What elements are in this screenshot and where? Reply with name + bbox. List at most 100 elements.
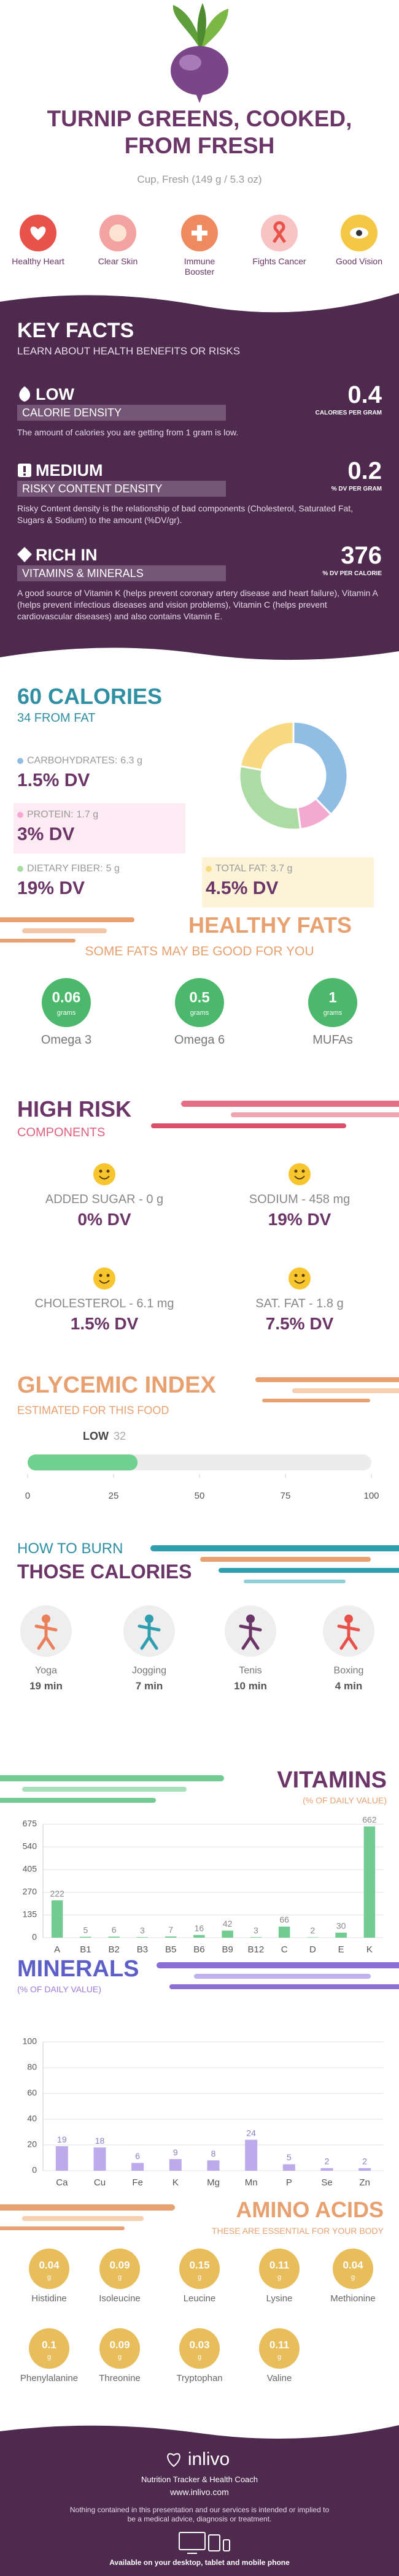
fact-level: MEDIUM xyxy=(36,461,103,480)
legend-entry: DIETARY FIBER: 5 g xyxy=(27,863,193,874)
bar xyxy=(245,2139,258,2171)
section-title: HIGH RISK xyxy=(17,1096,132,1122)
bar-value-label: 2 xyxy=(310,1925,315,1935)
risk-label: SAT. FAT - 1.8 g xyxy=(255,1297,344,1310)
y-tick-label: 135 xyxy=(23,1909,37,1919)
y-tick-label: 100 xyxy=(23,2036,37,2046)
bar-value-label: 16 xyxy=(195,1923,204,1933)
bar xyxy=(320,2168,333,2171)
fat-unit: grams xyxy=(323,1009,343,1017)
fat-unit: grams xyxy=(190,1009,209,1017)
amino-value: 0.1 xyxy=(42,2339,56,2350)
figure-head xyxy=(246,1615,255,1623)
smiley-icon xyxy=(93,1267,115,1290)
bar-value-label: 5 xyxy=(287,2152,292,2162)
bar xyxy=(193,1935,205,1938)
fat-badge xyxy=(308,978,357,1027)
smiley-icon xyxy=(289,1267,311,1290)
bar-value-label: 18 xyxy=(95,2136,105,2146)
x-tick-label: C xyxy=(281,1944,288,1955)
x-tick-label: B1 xyxy=(80,1944,91,1955)
bar xyxy=(55,2146,68,2171)
fact-label: RISKY CONTENT DENSITY xyxy=(22,483,163,495)
figure-body xyxy=(34,1622,58,1650)
benefit-label: Clear Skin xyxy=(98,256,138,266)
risk-label: ADDED SUGAR - 0 g xyxy=(45,1193,164,1206)
amino-badge xyxy=(179,2328,220,2369)
x-tick-label: E xyxy=(338,1944,344,1955)
smiley-icon xyxy=(93,1163,115,1185)
fact-value: 0.2 xyxy=(347,457,382,484)
bar-value-label: 3 xyxy=(140,1925,145,1935)
amino-badge xyxy=(99,2249,140,2289)
plus-glyph xyxy=(192,231,207,235)
x-tick-label: Mg xyxy=(207,2177,220,2188)
bar xyxy=(335,1932,347,1938)
bar xyxy=(131,2163,144,2171)
fact-level: RICH IN xyxy=(36,546,98,564)
activity-time: 19 min xyxy=(29,1680,63,1692)
x-tick-label: Se xyxy=(321,2177,332,2188)
x-tick-label: B5 xyxy=(165,1944,176,1955)
section-title: HEALTHY FATS xyxy=(188,912,352,938)
smiley-eye xyxy=(106,1169,110,1173)
legend-value: 3.7 g xyxy=(270,863,293,874)
bar xyxy=(207,2160,220,2171)
serving-size: Cup, Fresh (149 g / 5.3 oz) xyxy=(137,174,262,185)
y-tick-label: 405 xyxy=(23,1864,37,1874)
section-subtitle: 34 FROM FAT xyxy=(17,711,96,725)
risk-daily-value: 7.5% DV xyxy=(265,1314,334,1333)
amino-unit: g xyxy=(277,2274,281,2281)
legend-value: 5 g xyxy=(106,863,120,874)
legend-dot xyxy=(17,866,23,872)
legend-dot xyxy=(206,866,212,872)
legend-label: PROTEIN: xyxy=(27,809,74,820)
smiley-mouth xyxy=(294,1175,305,1180)
bar-value-label: 9 xyxy=(173,2147,178,2157)
decorative-strokes xyxy=(0,917,399,2230)
amino-badge xyxy=(179,2249,220,2289)
amino-unit: g xyxy=(277,2353,281,2361)
bar xyxy=(358,2168,371,2171)
amino-unit: g xyxy=(198,2353,201,2361)
legend-label: TOTAL FAT: xyxy=(215,863,268,874)
section-subtitle: ESTIMATED FOR THIS FOOD xyxy=(17,1404,169,1416)
amino-unit: g xyxy=(351,2274,355,2281)
legend-entry: CARBOHYDRATES: 6.3 g xyxy=(27,755,193,766)
fat-name: Omega 6 xyxy=(174,1033,225,1047)
fact-label-band xyxy=(17,481,226,497)
amino-name: Leucine xyxy=(183,2293,216,2304)
legend-entry: TOTAL FAT: 3.7 g xyxy=(215,863,381,874)
amino-name: Histidine xyxy=(31,2293,67,2304)
amino-name: Phenylalanine xyxy=(20,2373,79,2383)
turnip-illustration xyxy=(171,3,228,103)
risk-label: CHOLESTEROL - 6.1 mg xyxy=(34,1297,174,1310)
amino-name: Isoleucine xyxy=(99,2293,141,2304)
x-tick-label: 0 xyxy=(25,1491,30,1501)
figure-body xyxy=(239,1622,262,1650)
bar xyxy=(108,1936,120,1938)
section-subtitle: (% OF DAILY VALUE) xyxy=(17,1984,101,1994)
amino-value: 0.11 xyxy=(269,2259,289,2271)
y-tick-label: 60 xyxy=(27,2088,37,2098)
donut-slice xyxy=(292,720,349,816)
x-tick-label: K xyxy=(172,2177,179,2188)
bar-value-label: 6 xyxy=(135,2151,140,2161)
bar xyxy=(51,1900,63,1938)
fat-value: 0.5 xyxy=(189,989,209,1006)
fact-label: VITAMINS & MINERALS xyxy=(22,567,144,579)
section-subtitle: SOME FATS MAY BE GOOD FOR YOU xyxy=(85,944,314,958)
legend-value: 1.7 g xyxy=(76,809,99,820)
smiley-eye xyxy=(99,1169,103,1173)
smiley-mouth xyxy=(294,1280,305,1284)
amino-badge xyxy=(259,2249,300,2289)
section-title: VITAMINS xyxy=(277,1767,387,1793)
x-tick-label: Zn xyxy=(359,2177,370,2188)
bar-value-label: 222 xyxy=(50,1889,64,1898)
smiley-mouth xyxy=(99,1175,110,1180)
x-tick-label: 50 xyxy=(195,1491,205,1501)
section-title: AMINO ACIDS xyxy=(236,2197,384,2222)
y-tick-label: 270 xyxy=(23,1887,37,1897)
legend-background xyxy=(14,803,185,854)
